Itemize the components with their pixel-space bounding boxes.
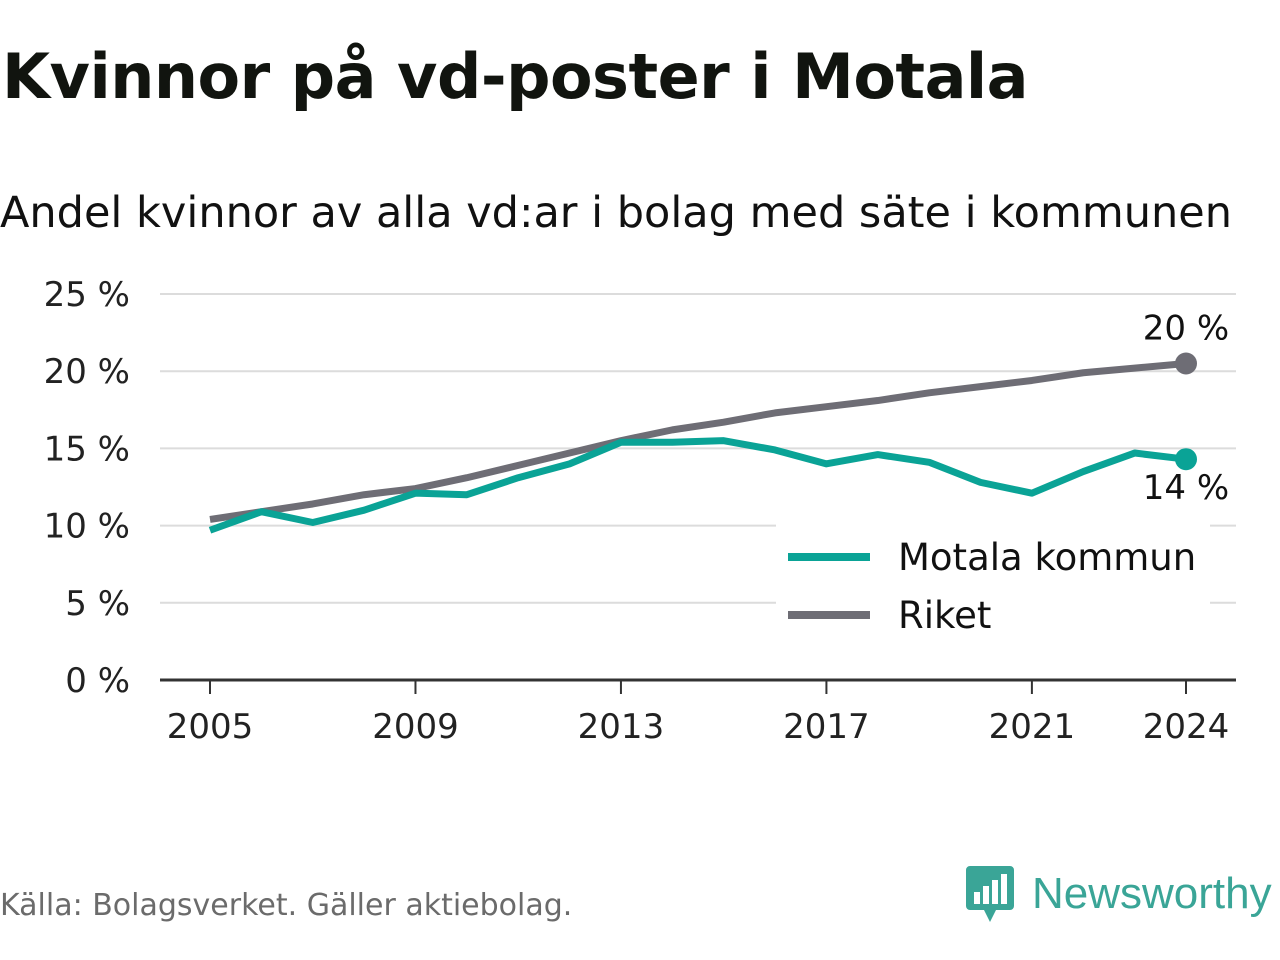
legend-background <box>776 524 1210 642</box>
brand-logo[interactable]: Newsworthy <box>964 862 1272 926</box>
brand-name: Newsworthy <box>1032 869 1272 918</box>
bar-chart-speech-bubble-icon <box>966 866 1014 922</box>
x-tick-label: 2024 <box>1143 707 1230 747</box>
end-marker <box>1175 448 1197 471</box>
x-tick-label: 2017 <box>783 707 870 747</box>
legend-label: Motala kommun <box>898 536 1196 579</box>
y-axis: 0 % 5 % 10 % 15 % 20 % 25 % <box>44 275 130 701</box>
y-tick-label: 25 % <box>44 275 130 315</box>
chart-subtitle: Andel kvinnor av alla vd:ar i bolag med … <box>0 188 1232 238</box>
legend[interactable]: Motala kommun Riket <box>776 524 1210 642</box>
y-tick-label: 10 % <box>44 507 130 547</box>
x-axis: 2005 2009 2013 2017 2021 2024 <box>160 678 1236 747</box>
end-labels: 20 % 14 % <box>1143 308 1229 508</box>
y-tick-label: 20 % <box>44 352 130 392</box>
end-label: 20 % <box>1143 308 1229 348</box>
x-tick-label: 2009 <box>372 707 459 747</box>
end-marker <box>1175 352 1197 375</box>
chart-title: Kvinnor på vd-poster i Motala <box>2 40 1029 113</box>
x-tick-label: 2005 <box>167 707 254 747</box>
end-label: 14 % <box>1143 468 1229 508</box>
x-tick-label: 2013 <box>578 707 665 747</box>
y-tick-label: 5 % <box>65 584 130 624</box>
series-line-motala-kommun <box>208 437 1187 534</box>
y-tick-label: 0 % <box>65 661 130 701</box>
legend-label: Riket <box>898 594 991 637</box>
series-lines <box>208 352 1197 534</box>
series-line-riket <box>209 359 1187 523</box>
source-note: Källa: Bolagsverket. Gäller aktiebolag. <box>0 888 573 923</box>
line-chart: 0 %5 %10 %15 %20 %25 % 2005 2009 2013 2017 2… <box>44 275 1236 747</box>
y-tick-label: 15 % <box>44 429 130 469</box>
x-tick-label: 2021 <box>989 707 1076 747</box>
